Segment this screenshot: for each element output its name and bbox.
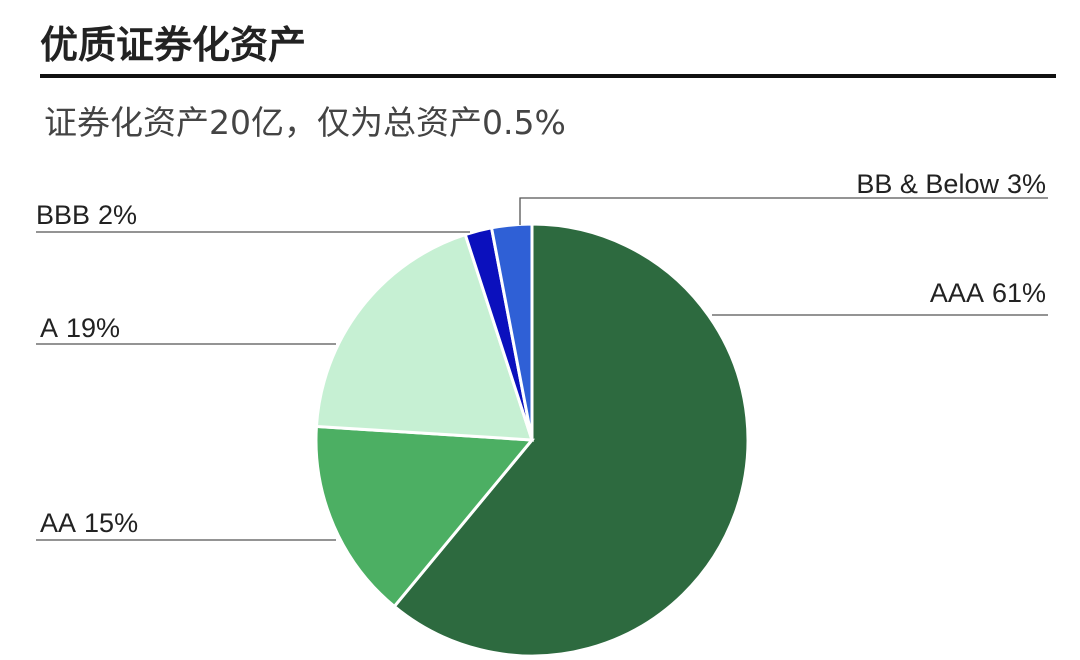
category-label: AAA <box>930 278 984 308</box>
slice-label: BB & Below 3% <box>856 169 1046 199</box>
leader-line <box>519 197 1048 225</box>
slice-label: AAA 61% <box>930 278 1046 308</box>
category-label: AA <box>40 508 76 538</box>
pie-slice <box>392 222 750 658</box>
category-label: BB & Below <box>856 169 999 199</box>
value-label: 3% <box>1007 169 1046 199</box>
value-label: 19% <box>66 313 120 343</box>
slice-label: AA 15% <box>40 508 138 538</box>
slice-label: BBB 2% <box>36 200 137 230</box>
chart-subtitle: 证券化资产20亿，仅为总资产0.5% <box>44 103 566 142</box>
slice-label: A 19% <box>40 313 120 343</box>
value-label: 15% <box>84 508 138 538</box>
value-label: 2% <box>98 200 137 230</box>
category-label: BBB <box>36 200 90 230</box>
pie-slice <box>489 222 534 441</box>
chart-title: 优质证券化资产 <box>40 23 306 67</box>
category-label: A <box>40 313 58 343</box>
pie-slice <box>314 424 536 609</box>
value-label: 61% <box>992 278 1046 308</box>
pie-slice <box>314 232 535 442</box>
